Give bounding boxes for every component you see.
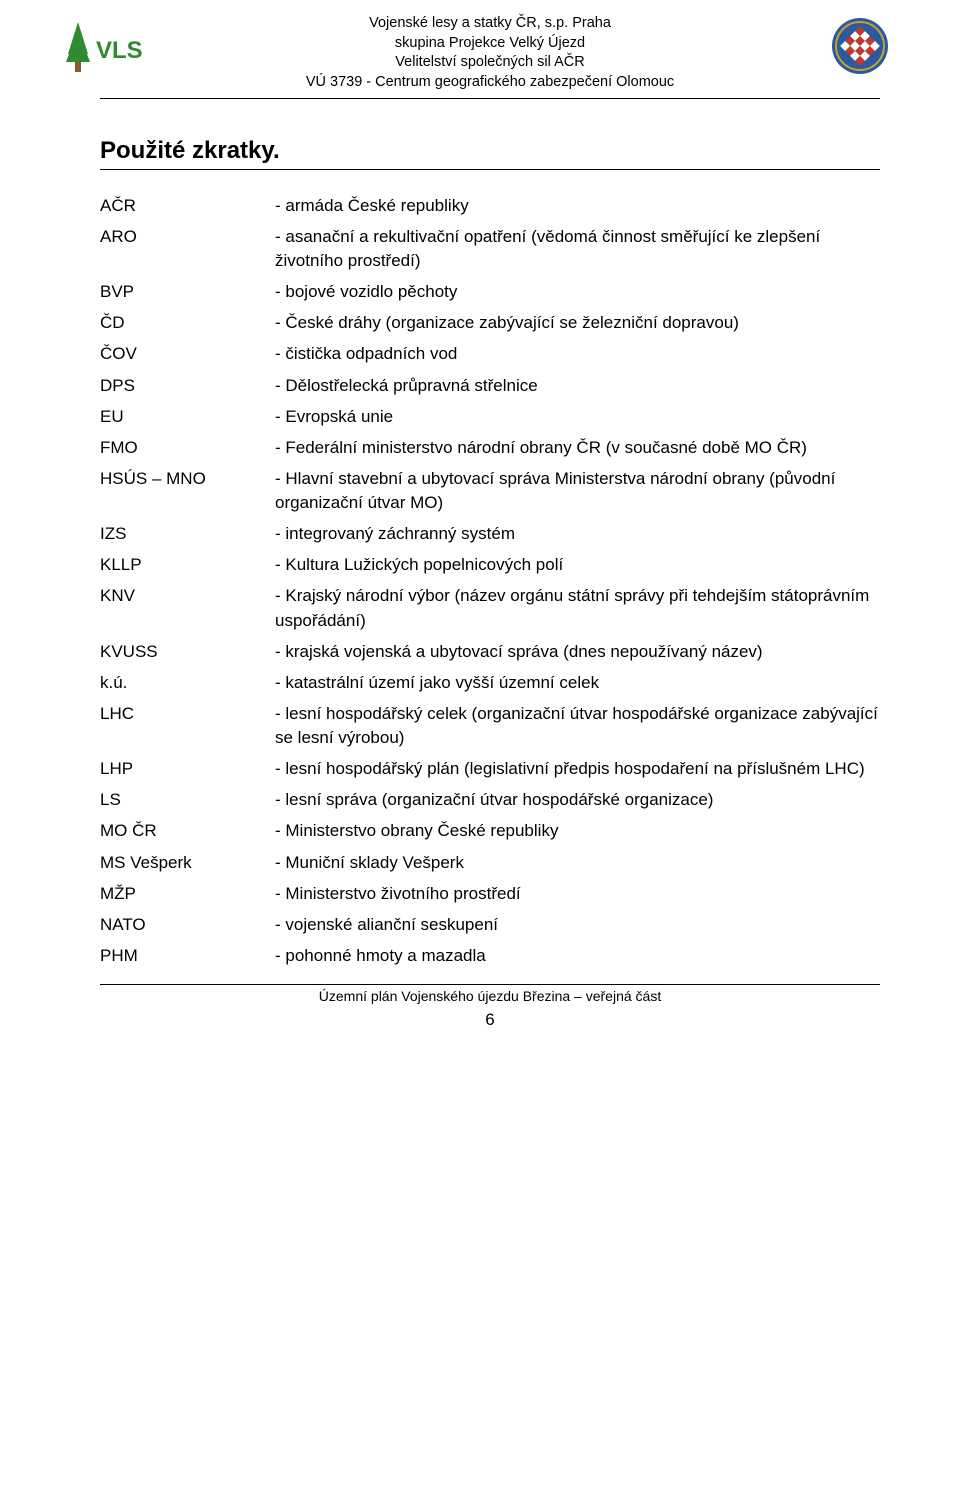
page-header: VLS Vojenské lesy a statky ČR, s.p. Prah…	[100, 14, 880, 99]
table-row: MO ČR- Ministerstvo obrany České republi…	[100, 816, 880, 847]
abbrev-definition: - České dráhy (organizace zabývající se …	[275, 308, 880, 339]
abbrev-definition: - Ministerstvo životního prostředí	[275, 878, 880, 909]
abbrev-definition: - Muniční sklady Vešperk	[275, 847, 880, 878]
page-number: 6	[100, 1010, 880, 1030]
table-row: AČR- armáda České republiky	[100, 190, 880, 221]
table-row: FMO- Federální ministerstvo národní obra…	[100, 432, 880, 463]
abbrev-key: NATO	[100, 909, 275, 940]
abbrev-key: PHM	[100, 940, 275, 971]
abbrev-definition: - integrovaný záchranný systém	[275, 519, 880, 550]
abbrev-key: EU	[100, 401, 275, 432]
abbrev-definition: - lesní správa (organizační útvar hospod…	[275, 785, 880, 816]
abbreviations-table: AČR- armáda České republikyARO- asanační…	[100, 190, 880, 971]
table-row: NATO- vojenské alianční seskupení	[100, 909, 880, 940]
header-text-block: Vojenské lesy a statky ČR, s.p. Praha sk…	[100, 14, 880, 92]
abbrev-key: BVP	[100, 277, 275, 308]
abbrev-definition: - armáda České republiky	[275, 190, 880, 221]
section-title: Použité zkratky.	[100, 137, 880, 165]
table-row: EU- Evropská unie	[100, 401, 880, 432]
table-row: LHP- lesní hospodářský plán (legislativn…	[100, 754, 880, 785]
header-line-3: Velitelství společných sil AČR	[100, 53, 880, 73]
abbrev-key: LHP	[100, 754, 275, 785]
abbrev-key: MO ČR	[100, 816, 275, 847]
abbrev-definition: - Federální ministerstvo národní obrany …	[275, 432, 880, 463]
abbrev-definition: - Evropská unie	[275, 401, 880, 432]
table-row: k.ú.- katastrální území jako vyšší územn…	[100, 667, 880, 698]
abbrev-definition: - čistička odpadních vod	[275, 339, 880, 370]
table-row: IZS- integrovaný záchranný systém	[100, 519, 880, 550]
abbrev-key: HSÚS – MNO	[100, 463, 275, 518]
table-row: KVUSS- krajská vojenská a ubytovací sprá…	[100, 636, 880, 667]
header-line-4: VÚ 3739 - Centrum geografického zabezpeč…	[100, 73, 880, 93]
abbrev-key: KVUSS	[100, 636, 275, 667]
abbrev-key: ČD	[100, 308, 275, 339]
abbrev-definition: - krajská vojenská a ubytovací správa (d…	[275, 636, 880, 667]
table-row: KNV- Krajský národní výbor (název orgánu…	[100, 581, 880, 636]
army-crest-logo	[830, 16, 890, 76]
abbrev-key: MS Vešperk	[100, 847, 275, 878]
abbrev-key: FMO	[100, 432, 275, 463]
table-row: MS Vešperk- Muniční sklady Vešperk	[100, 847, 880, 878]
table-row: KLLP- Kultura Lužických popelnicových po…	[100, 550, 880, 581]
abbrev-definition: - lesní hospodářský plán (legislativní p…	[275, 754, 880, 785]
abbrev-definition: - pohonné hmoty a mazadla	[275, 940, 880, 971]
footer-text: Územní plán Vojenského újezdu Březina – …	[100, 988, 880, 1004]
abbrev-definition: - asanační a rekultivační opatření (vědo…	[275, 221, 880, 276]
table-row: LS- lesní správa (organizační útvar hosp…	[100, 785, 880, 816]
abbrev-key: AČR	[100, 190, 275, 221]
document-page: VLS Vojenské lesy a statky ČR, s.p. Prah…	[0, 0, 960, 1060]
table-row: HSÚS – MNO- Hlavní stavební a ubytovací …	[100, 463, 880, 518]
abbrev-key: k.ú.	[100, 667, 275, 698]
table-row: MŽP- Ministerstvo životního prostředí	[100, 878, 880, 909]
table-row: ČOV- čistička odpadních vod	[100, 339, 880, 370]
table-row: LHC- lesní hospodářský celek (organizačn…	[100, 698, 880, 753]
abbrev-key: LHC	[100, 698, 275, 753]
abbrev-key: KLLP	[100, 550, 275, 581]
abbrev-key: MŽP	[100, 878, 275, 909]
abbrev-key: ARO	[100, 221, 275, 276]
abbrev-definition: - bojové vozidlo pěchoty	[275, 277, 880, 308]
title-rule	[100, 169, 880, 170]
table-row: DPS- Dělostřelecká průpravná střelnice	[100, 370, 880, 401]
abbrev-key: KNV	[100, 581, 275, 636]
abbrev-definition: - Dělostřelecká průpravná střelnice	[275, 370, 880, 401]
table-row: ČD- České dráhy (organizace zabývající s…	[100, 308, 880, 339]
footer-rule	[100, 984, 880, 985]
abbrev-definition: - Ministerstvo obrany České republiky	[275, 816, 880, 847]
abbrev-definition: - Kultura Lužických popelnicových polí	[275, 550, 880, 581]
abbrev-definition: - vojenské alianční seskupení	[275, 909, 880, 940]
table-row: ARO- asanační a rekultivační opatření (v…	[100, 221, 880, 276]
abbrev-key: DPS	[100, 370, 275, 401]
abbrev-definition: - lesní hospodářský celek (organizační ú…	[275, 698, 880, 753]
table-row: BVP- bojové vozidlo pěchoty	[100, 277, 880, 308]
abbrev-key: ČOV	[100, 339, 275, 370]
header-line-2: skupina Projekce Velký Újezd	[100, 34, 880, 54]
abbrev-key: IZS	[100, 519, 275, 550]
abbrev-definition: - Krajský národní výbor (název orgánu st…	[275, 581, 880, 636]
header-line-1: Vojenské lesy a statky ČR, s.p. Praha	[100, 14, 880, 34]
table-row: PHM- pohonné hmoty a mazadla	[100, 940, 880, 971]
svg-text:VLS: VLS	[96, 37, 143, 64]
vls-logo: VLS	[60, 16, 150, 76]
abbrev-definition: - Hlavní stavební a ubytovací správa Min…	[275, 463, 880, 518]
abbrev-key: LS	[100, 785, 275, 816]
abbrev-definition: - katastrální území jako vyšší územní ce…	[275, 667, 880, 698]
page-footer: Územní plán Vojenského újezdu Březina – …	[100, 984, 880, 1030]
